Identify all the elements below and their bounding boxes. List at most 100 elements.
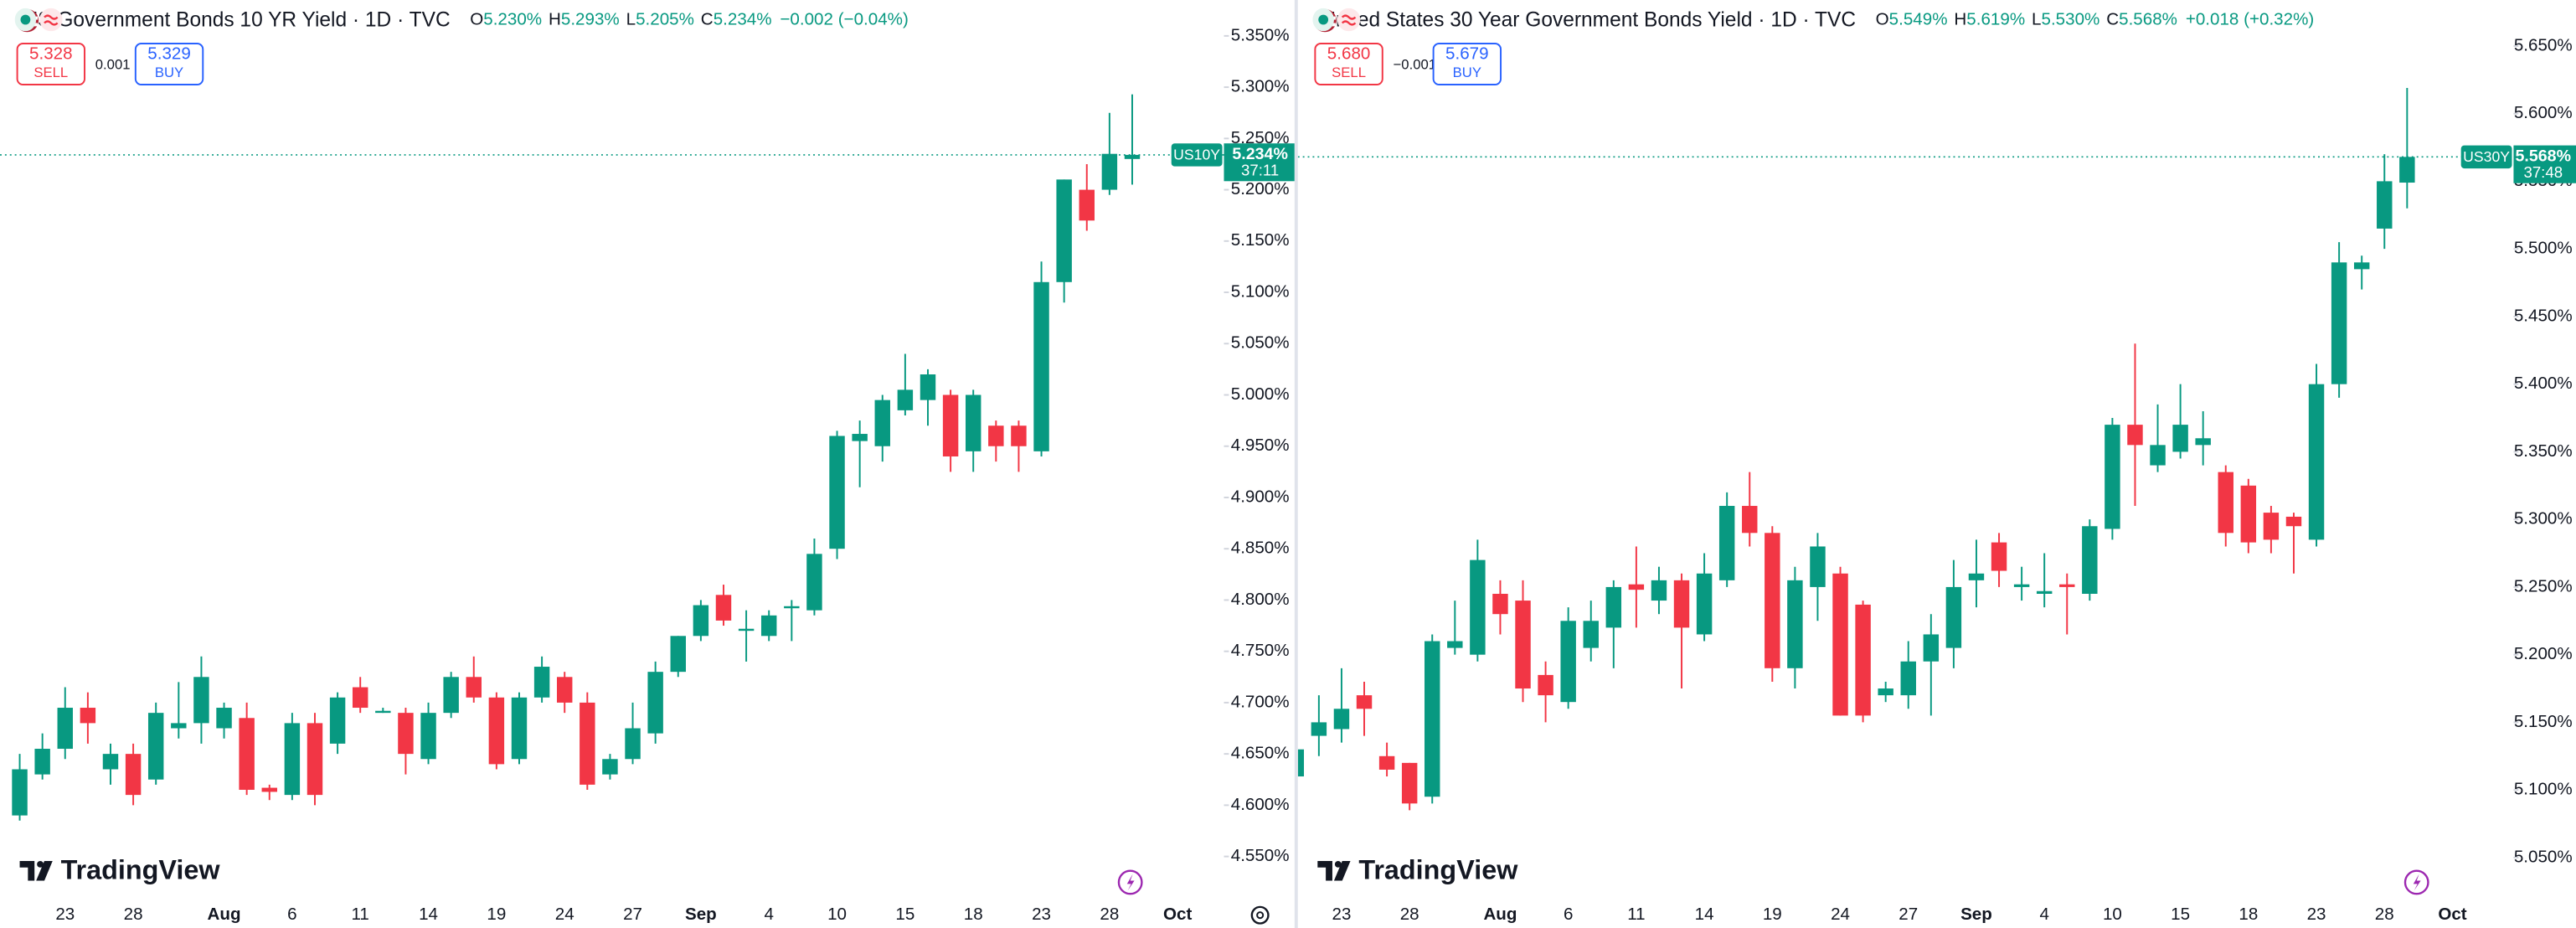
- spread: 0.001: [95, 55, 131, 73]
- change: +0.018 (+0.32%): [2185, 9, 2315, 30]
- x-tick-label: 28: [2375, 905, 2394, 924]
- sell-button[interactable]: 5.680 SELL: [1314, 43, 1383, 86]
- status-icon: [20, 14, 31, 25]
- price-tag-text: 5.234%: [1232, 145, 1288, 163]
- x-tick-label: 15: [895, 905, 914, 924]
- price-tag: [1224, 143, 1295, 182]
- x-tick-label: Sep: [685, 905, 717, 924]
- candle-body: [2399, 157, 2415, 183]
- settings-icon: [1256, 911, 1265, 920]
- y-tick-label: 5.250%: [2514, 576, 2573, 595]
- candle-body: [1079, 189, 1095, 221]
- candle-body: [239, 718, 255, 791]
- logo-text: TradingView: [1358, 854, 1518, 884]
- logo-icon: [37, 860, 44, 868]
- ohlc-value: 5.293%: [560, 9, 620, 30]
- y-tick-label: 4.850%: [1231, 539, 1290, 558]
- y-tick-label: 5.300%: [2514, 509, 2573, 528]
- candle-body: [1470, 559, 1486, 655]
- x-tick-label: Oct: [1163, 905, 1192, 924]
- x-tick-label: 23: [1332, 905, 1352, 924]
- y-tick-label: 5.100%: [2514, 780, 2573, 799]
- candle-body: [147, 713, 164, 780]
- buy-button[interactable]: 5.329 BUY: [134, 43, 204, 86]
- candle-body: [261, 787, 277, 792]
- candle-body: [284, 723, 301, 796]
- candle-body: [988, 425, 1004, 446]
- ohlc-value: 5.205%: [636, 9, 694, 30]
- candle-body: [2059, 584, 2075, 587]
- candle-body: [1878, 688, 1893, 696]
- x-tick-label: 23: [2307, 905, 2326, 924]
- ohlc-key: O: [1875, 9, 1889, 30]
- y-tick-label: 5.250%: [1231, 128, 1290, 147]
- y-tick-label: 4.950%: [1231, 436, 1290, 455]
- y-tick-label: 5.050%: [2514, 847, 2573, 866]
- candle-body: [488, 697, 505, 765]
- candle-body: [1356, 695, 1373, 709]
- candle-body: [1605, 586, 1622, 628]
- bolt-icon: [2403, 869, 2429, 895]
- candle-body: [1538, 674, 1553, 696]
- ohlc-value: 5.234%: [713, 9, 772, 30]
- x-tick-label: 18: [2239, 905, 2258, 924]
- y-tick-label: 5.600%: [2514, 103, 2573, 122]
- symbol-tag: [1171, 143, 1223, 167]
- status-icons: [14, 8, 63, 32]
- x-tick-label: Sep: [1960, 905, 1992, 924]
- candle-body: [1124, 154, 1141, 159]
- candle-body: [12, 769, 28, 816]
- candles: [1297, 87, 2415, 811]
- candle-body: [2353, 262, 2370, 270]
- y-tick-label: 5.500%: [2514, 239, 2573, 258]
- candle-body: [125, 754, 142, 796]
- candle-body: [715, 595, 732, 621]
- candle-body: [1628, 584, 1645, 590]
- logo-icon: [1334, 860, 1342, 868]
- price-tag: [2513, 145, 2576, 183]
- sell-price: 5.328: [29, 44, 73, 64]
- candle-body: [1718, 506, 1735, 580]
- candle-body: [466, 677, 482, 698]
- logo-icon: [36, 860, 53, 881]
- logo-text: TradingView: [61, 854, 221, 884]
- candle-body: [2036, 590, 2053, 594]
- ohlc-key: O: [470, 9, 484, 30]
- sell-label: SELL: [1332, 64, 1366, 81]
- logo: TradingView: [19, 854, 221, 884]
- candle-body: [1492, 593, 1508, 615]
- y-tick-label: 5.150%: [2514, 712, 2573, 731]
- countdown: 37:48: [2523, 163, 2563, 181]
- x-tick-label: 23: [1032, 905, 1051, 924]
- candle-body: [1447, 641, 1463, 648]
- candle-body: [580, 702, 595, 785]
- y-tick-label: 4.600%: [1231, 795, 1290, 814]
- y-tick-label: 5.050%: [1231, 333, 1290, 353]
- candle-body: [920, 374, 936, 400]
- y-tick-label: 4.750%: [1231, 641, 1290, 660]
- candle-body: [874, 400, 890, 446]
- logo-icon: [1333, 860, 1351, 881]
- ohlc-key: L: [2032, 9, 2042, 30]
- ohlc-key: H: [1954, 9, 1967, 30]
- x-tick-label: 4: [2039, 905, 2048, 924]
- candle-body: [2105, 425, 2120, 529]
- y-tick-label: 5.400%: [2514, 374, 2573, 393]
- y-tick-label: 5.100%: [1231, 281, 1290, 301]
- candle-body: [2308, 384, 2325, 540]
- buy-button[interactable]: 5.679 BUY: [1432, 43, 1502, 86]
- candle-body: [216, 708, 232, 729]
- candle-body: [1651, 580, 1667, 601]
- sell-button[interactable]: 5.328 SELL: [16, 43, 86, 86]
- candle-body: [533, 667, 550, 698]
- status-icon: [1341, 14, 1357, 26]
- candle-body: [806, 554, 822, 611]
- candle-body: [1101, 153, 1118, 190]
- legend-header: US Government Bonds 10 YR Yield · 1D · T…: [14, 8, 909, 33]
- status-icon: [39, 8, 63, 32]
- x-tick-label: 4: [764, 905, 773, 924]
- candle-body: [1056, 179, 1072, 282]
- candle-body: [1855, 604, 1871, 716]
- candle-body: [80, 708, 96, 724]
- status-icons: [1312, 8, 1361, 32]
